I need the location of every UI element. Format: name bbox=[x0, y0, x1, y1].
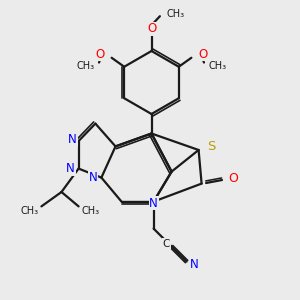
Text: CH₃: CH₃ bbox=[20, 206, 38, 216]
Text: CH₃: CH₃ bbox=[208, 61, 226, 70]
Text: N: N bbox=[149, 196, 158, 210]
Text: O: O bbox=[96, 48, 105, 61]
Text: N: N bbox=[190, 258, 199, 271]
Text: N: N bbox=[68, 133, 77, 146]
Text: N: N bbox=[66, 162, 75, 175]
Text: O: O bbox=[147, 22, 156, 35]
Text: CH₃: CH₃ bbox=[76, 61, 94, 70]
Text: S: S bbox=[207, 140, 215, 154]
Text: CH₃: CH₃ bbox=[82, 206, 100, 216]
Text: CH₃: CH₃ bbox=[167, 9, 184, 19]
Text: N: N bbox=[89, 171, 98, 184]
Text: O: O bbox=[198, 48, 207, 61]
Text: O: O bbox=[229, 172, 238, 185]
Text: C: C bbox=[163, 238, 170, 249]
